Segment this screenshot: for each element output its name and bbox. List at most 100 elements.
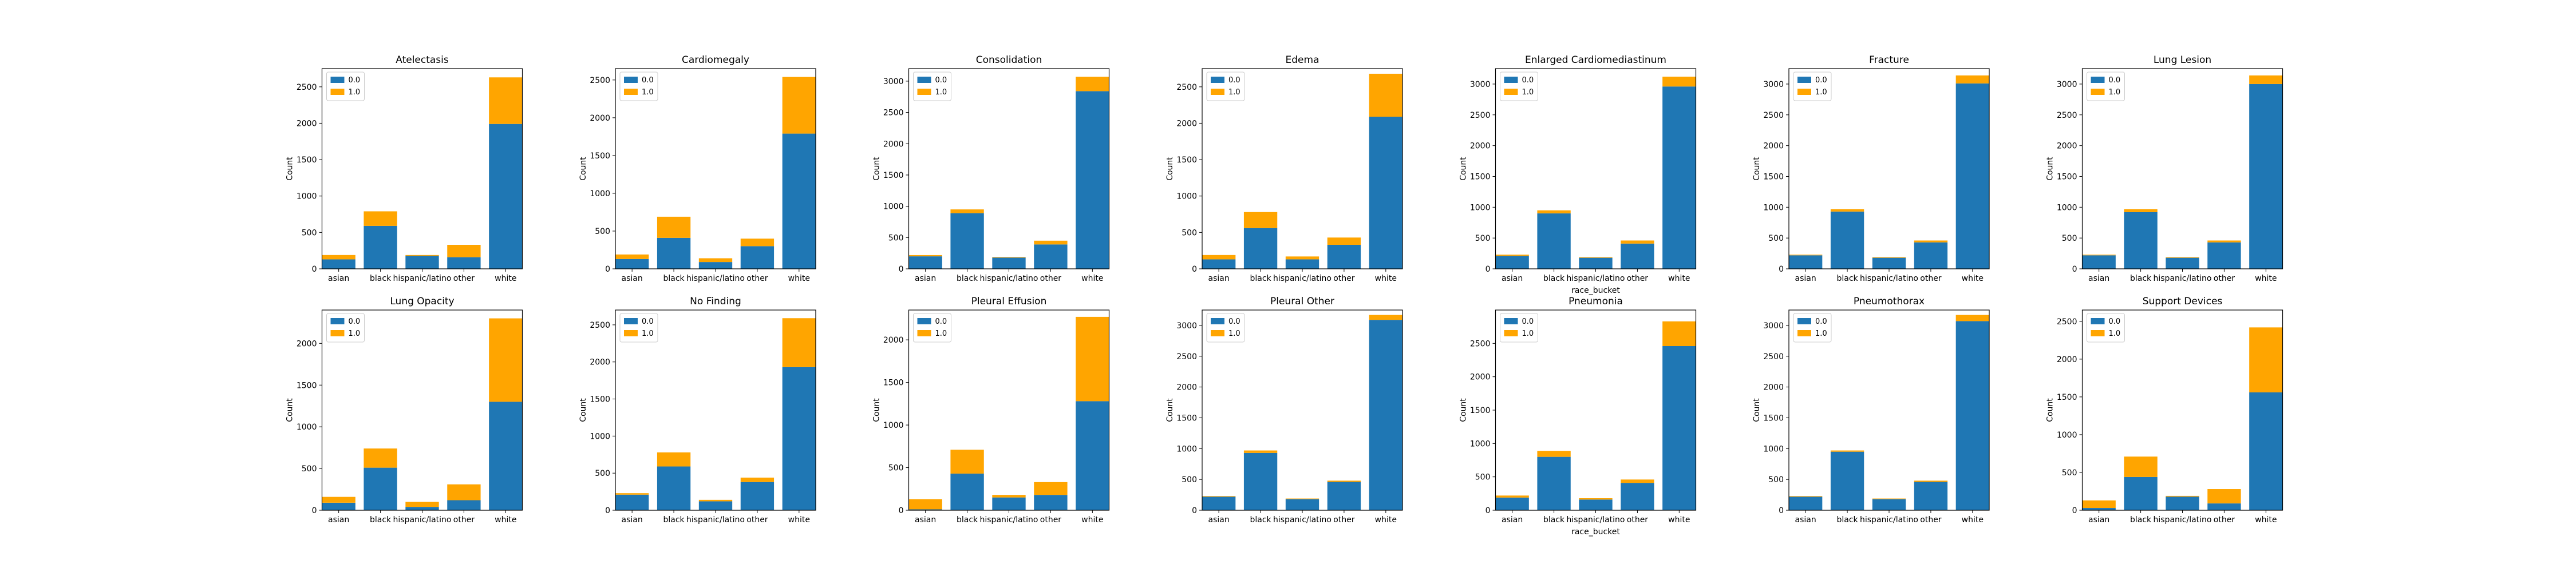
bar-1-0-asian bbox=[1495, 255, 1529, 256]
bar-0-0-white bbox=[1662, 86, 1696, 269]
bar-0-0-black bbox=[1537, 456, 1571, 510]
bar-1-0-white bbox=[489, 77, 523, 124]
x-tick-label: black bbox=[2130, 274, 2152, 283]
subplot-title: Pneumonia bbox=[1568, 296, 1623, 307]
legend-swatch-1-0 bbox=[624, 330, 638, 336]
bar-1-0-black bbox=[364, 211, 397, 226]
legend: 0.01.0 bbox=[913, 313, 951, 343]
y-tick-label: 0 bbox=[605, 506, 610, 515]
bar-0-0-asian bbox=[1202, 259, 1236, 269]
subplot-pleural-other: Pleural Other 0 500 1000 1500 2000 2500 3000 asi… bbox=[1165, 296, 1403, 525]
bar-1-0-black bbox=[1243, 450, 1278, 453]
y-tick-label: 2500 bbox=[2057, 317, 2077, 327]
bar-0-0-hispanic-latino bbox=[1872, 257, 1906, 269]
legend-label: 1.0 bbox=[1522, 329, 1534, 338]
bar-0-0-asian bbox=[322, 502, 355, 510]
bar-1-0-hispanic-latino bbox=[1872, 257, 1906, 258]
legend-swatch-1-0 bbox=[917, 330, 931, 336]
legend-swatch-0-0 bbox=[917, 77, 931, 83]
bar-1-0-white bbox=[1369, 315, 1402, 320]
legend: 0.01.0 bbox=[913, 72, 951, 101]
y-tick-label: 1000 bbox=[297, 192, 317, 201]
legend-swatch-1-0 bbox=[330, 330, 345, 336]
bar-0-0-hispanic-latino bbox=[2166, 257, 2199, 269]
x-tick-label: white bbox=[495, 515, 516, 525]
x-tick-label: other bbox=[1920, 274, 1942, 283]
legend-label: 1.0 bbox=[349, 329, 361, 338]
x-tick-label: hispanic/latino bbox=[1567, 274, 1625, 283]
y-tick-label: 1000 bbox=[883, 202, 904, 212]
bar-0-0-asian bbox=[1202, 496, 1236, 510]
x-tick-label: white bbox=[1668, 274, 1690, 283]
bar-1-0-hispanic-latino bbox=[405, 255, 439, 256]
y-axis-label: Count bbox=[872, 398, 882, 422]
subplot-edema: Edema 0 500 1000 1500 2000 2500 asian black hispa… bbox=[1165, 54, 1403, 283]
legend-label: 0.0 bbox=[349, 76, 361, 85]
subplot-title: Support Devices bbox=[2143, 296, 2223, 307]
bar-0-0-other bbox=[1327, 482, 1361, 510]
x-tick-label: other bbox=[746, 515, 768, 525]
bar-0-0-white bbox=[782, 367, 816, 510]
y-tick-label: 1000 bbox=[1763, 444, 1784, 454]
bar-0-0-other bbox=[1034, 244, 1068, 269]
legend-label: 0.0 bbox=[1228, 76, 1240, 85]
x-tick-label: white bbox=[788, 274, 810, 283]
bar-0-0-black bbox=[1243, 228, 1278, 269]
y-tick-label: 500 bbox=[302, 464, 317, 474]
legend: 0.01.0 bbox=[326, 313, 365, 343]
bar-1-0-asian bbox=[322, 496, 355, 503]
x-tick-label: asian bbox=[1502, 515, 1523, 525]
legend-label: 0.0 bbox=[935, 76, 947, 85]
bar-1-0-other bbox=[447, 245, 481, 257]
bar-0-0-white bbox=[1662, 346, 1696, 510]
subplot-title: Fracture bbox=[1869, 54, 1909, 66]
y-tick-label: 2500 bbox=[1763, 352, 1784, 362]
subplot-title: Pneumothorax bbox=[1854, 296, 1925, 307]
x-tick-label: hispanic/latino bbox=[980, 274, 1038, 283]
x-tick-label: hispanic/latino bbox=[1273, 515, 1332, 525]
legend: 0.01.0 bbox=[1793, 313, 1832, 343]
legend-label: 0.0 bbox=[1522, 76, 1534, 85]
y-tick-label: 2500 bbox=[590, 76, 610, 85]
subplot-atelectasis: Atelectasis 0 500 1000 1500 2000 2500 asian blac… bbox=[286, 54, 523, 283]
bar-0-0-white bbox=[1369, 320, 1402, 510]
bar-0-0-black bbox=[657, 466, 691, 510]
y-tick-label: 2000 bbox=[1176, 383, 1197, 392]
bar-0-0-hispanic-latino bbox=[1285, 499, 1319, 510]
y-tick-label: 500 bbox=[595, 227, 610, 236]
bar-0-0-white bbox=[489, 402, 523, 510]
x-tick-label: other bbox=[1040, 515, 1062, 525]
legend-label: 1.0 bbox=[2109, 329, 2121, 338]
y-tick-label: 500 bbox=[2062, 468, 2077, 478]
bar-1-0-black bbox=[2124, 209, 2158, 212]
y-tick-label: 1500 bbox=[1470, 406, 1491, 415]
legend-label: 1.0 bbox=[642, 329, 654, 338]
y-tick-label: 2500 bbox=[297, 83, 317, 92]
bar-1-0-other bbox=[447, 484, 481, 500]
bar-0-0-other bbox=[2207, 242, 2241, 269]
y-tick-label: 2000 bbox=[297, 119, 317, 128]
subplot-pneumothorax: Pneumothorax 0 500 1000 1500 2000 2500 3000 asia… bbox=[1752, 296, 1990, 525]
y-axis-label: Count bbox=[1165, 157, 1175, 181]
y-axis-label: Count bbox=[2046, 157, 2055, 181]
bar-1-0-hispanic-latino bbox=[2166, 257, 2199, 258]
bar-1-0-asian bbox=[322, 255, 355, 260]
legend: 0.01.0 bbox=[2087, 313, 2125, 343]
subplot-pleural-effusion: Pleural Effusion 0 500 1000 1500 2000 asian bla… bbox=[872, 296, 1110, 525]
legend: 0.01.0 bbox=[619, 313, 658, 343]
legend: 0.01.0 bbox=[2087, 72, 2125, 101]
legend-swatch-1-0 bbox=[1211, 89, 1224, 95]
bar-1-0-hispanic-latino bbox=[698, 258, 733, 263]
legend-label: 1.0 bbox=[1522, 88, 1534, 97]
legend: 0.01.0 bbox=[1500, 313, 1538, 343]
bar-1-0-asian bbox=[1202, 255, 1236, 260]
x-tick-label: black bbox=[957, 274, 978, 283]
x-axis-label: race_bucket bbox=[1571, 527, 1620, 537]
y-tick-label: 2000 bbox=[1763, 142, 1784, 151]
x-tick-label: asian bbox=[2088, 274, 2109, 283]
bar-0-0-white bbox=[2249, 84, 2283, 269]
bar-1-0-other bbox=[1914, 240, 1948, 243]
legend-label: 1.0 bbox=[935, 88, 947, 97]
bar-1-0-hispanic-latino bbox=[1579, 498, 1613, 500]
bar-1-0-asian bbox=[2082, 500, 2116, 509]
